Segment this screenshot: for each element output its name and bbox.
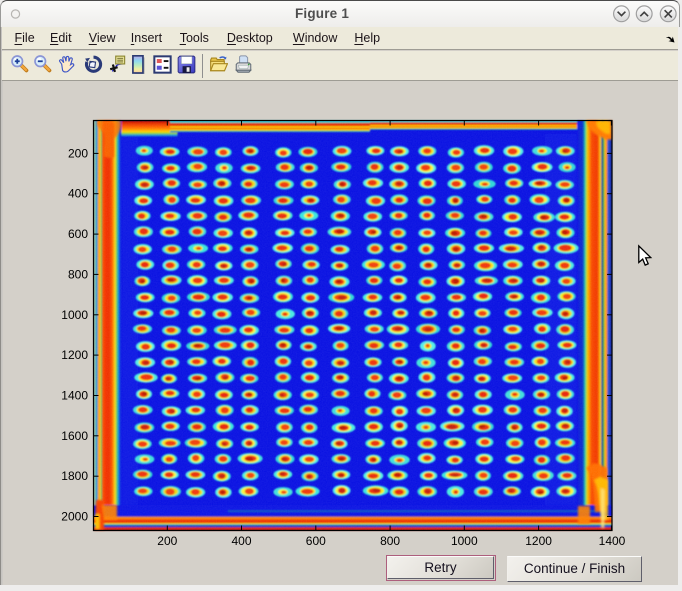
svg-text:800: 800 (68, 267, 88, 281)
svg-text:1600: 1600 (61, 429, 88, 443)
svg-text:600: 600 (306, 534, 326, 548)
svg-text:1400: 1400 (599, 534, 626, 548)
svg-text:400: 400 (68, 187, 88, 201)
svg-text:1400: 1400 (61, 389, 88, 403)
svg-text:600: 600 (68, 227, 88, 241)
svg-text:200: 200 (68, 146, 88, 160)
svg-text:1200: 1200 (525, 534, 552, 548)
svg-text:200: 200 (157, 534, 177, 548)
svg-text:400: 400 (231, 534, 251, 548)
svg-text:1800: 1800 (61, 469, 88, 483)
svg-text:1000: 1000 (61, 308, 88, 322)
svg-text:2000: 2000 (61, 510, 88, 524)
svg-text:800: 800 (380, 534, 400, 548)
svg-text:1000: 1000 (451, 534, 478, 548)
svg-text:1200: 1200 (61, 348, 88, 362)
